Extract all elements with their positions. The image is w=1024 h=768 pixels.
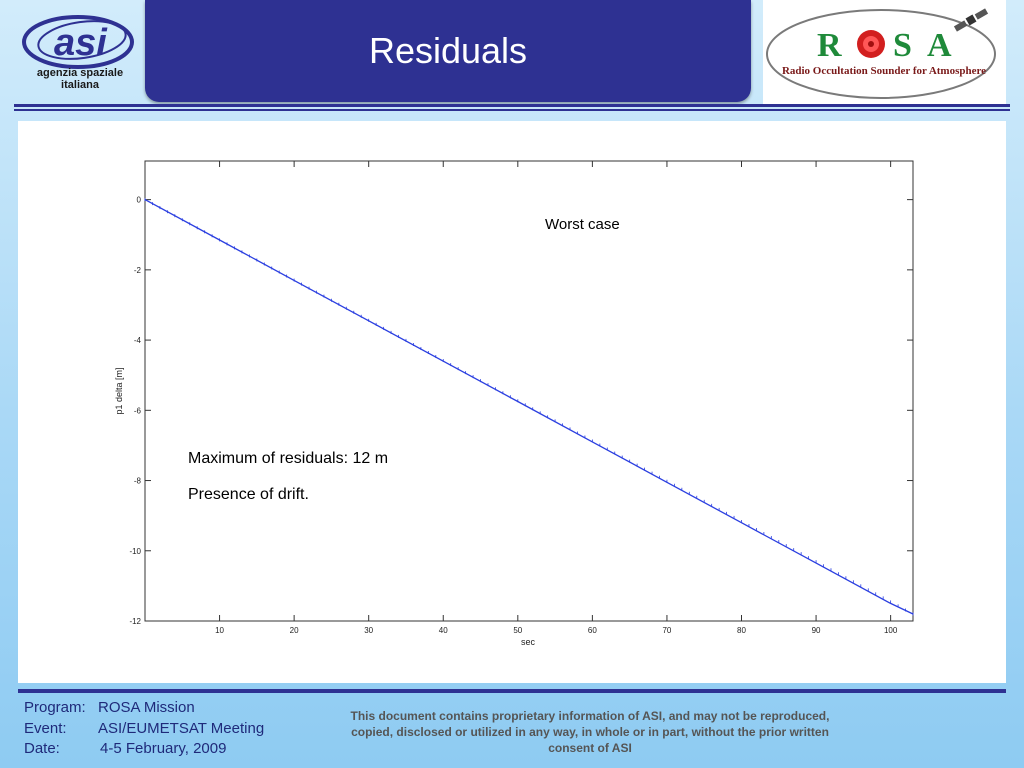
y-tick-label: -10 [129, 547, 141, 556]
series-line [144, 199, 914, 615]
slide-title: Residuals [368, 30, 528, 71]
x-tick-label: 10 [215, 626, 224, 635]
x-tick-label: 100 [884, 626, 898, 635]
program-value: ROSA Mission [98, 699, 195, 716]
program-label: Program: [24, 699, 86, 716]
svg-text:asi: asi [54, 22, 108, 64]
plot-frame [144, 160, 914, 622]
svg-text:S: S [893, 27, 912, 64]
x-tick-label: 80 [737, 626, 746, 635]
y-tick-label: -4 [134, 336, 142, 345]
asi-logo-text-1: agenzia spaziale [37, 67, 123, 79]
x-tick-label: 20 [290, 626, 299, 635]
x-tick-label: 70 [662, 626, 671, 635]
x-tick-label: 60 [588, 626, 597, 635]
event-label: Event: [24, 719, 67, 737]
footer-info: Program: ROSA Mission Event: ASI/EUMETSAT … [24, 698, 264, 760]
x-tick-label: 50 [513, 626, 522, 635]
annotation-max-residuals: Maximum of residuals: 12 m [188, 450, 388, 467]
y-axis-label: p1 delta [m] [114, 367, 124, 414]
footer-divider [18, 689, 1006, 693]
annotation-drift: Presence of drift. [188, 486, 309, 503]
header-divider-2 [14, 109, 1010, 111]
residuals-chart: 10 20 30 40 50 60 70 80 90 100 0 -2 -4 -6 -8 -10 -12 p1 … [114, 160, 914, 647]
annotation-worst-case: Worst case [545, 216, 620, 233]
x-axis-label: sec [521, 637, 536, 647]
rosa-logo: R S A Radio Occultation Sounder for Atmo… [763, 0, 1006, 104]
x-tick-label: 90 [812, 626, 821, 635]
footer-disclaimer: This document contains proprietary infor… [350, 709, 830, 755]
asi-logo: asi agenzia spaziale italiana [18, 10, 142, 92]
y-tick-label: -8 [134, 477, 142, 486]
svg-text:A: A [927, 27, 952, 64]
date-label: Date: [24, 740, 60, 757]
title-banner: Residuals [145, 0, 751, 102]
rosa-logo-subtitle: Radio Occultation Sounder for Atmosphere [782, 65, 986, 77]
svg-text:R: R [817, 27, 842, 64]
event-value: ASI/EUMETSAT Meeting [98, 719, 265, 737]
y-tick-label: -6 [134, 406, 142, 415]
header-divider [14, 104, 1010, 107]
y-tick-label: 0 [137, 196, 142, 205]
asi-logo-text-2: italiana [61, 79, 100, 91]
satellite-icon [953, 8, 989, 32]
date-value: 4-5 February, 2009 [100, 740, 227, 757]
y-tick-label: -2 [134, 266, 142, 275]
x-tick-label: 30 [364, 626, 373, 635]
chart-panel: 10 20 30 40 50 60 70 80 90 100 0 -2 -4 -6 -8 -10 -12 p1 … [18, 121, 1006, 683]
x-tick-label: 40 [439, 626, 448, 635]
y-tick-label: -12 [129, 617, 141, 626]
